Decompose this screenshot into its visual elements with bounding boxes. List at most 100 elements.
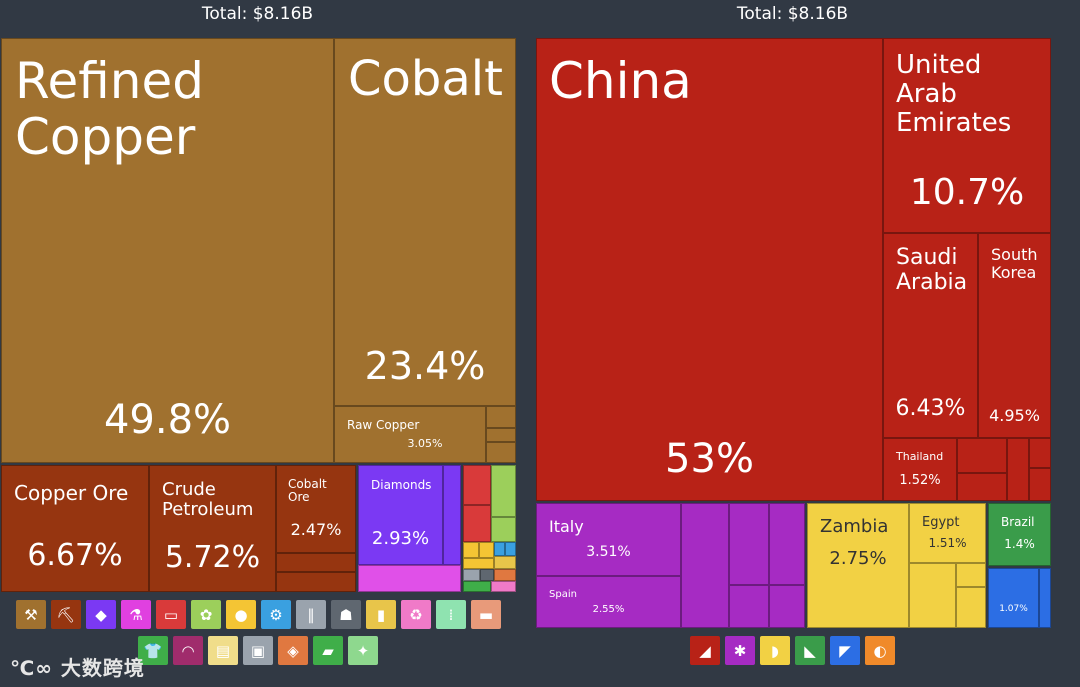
cell-pct: 10.7% [909, 172, 1025, 213]
cell-small-africa[interactable] [956, 563, 986, 587]
cell-refined-copper[interactable]: Refined Copper 49.8% [1, 38, 334, 463]
cell-name: Egypt [922, 515, 960, 530]
cell-small-metal[interactable] [486, 442, 516, 463]
cell-south-korea[interactable]: South Korea 4.95% [978, 233, 1051, 438]
cell-diamonds[interactable]: Diamonds 2.93% [358, 465, 443, 565]
cell-crude-petroleum[interactable]: Crude Petroleum 5.72% [149, 465, 276, 592]
africa-icon[interactable]: ◗ [760, 636, 790, 665]
gear-icon[interactable]: ⚙ [261, 600, 291, 629]
cell-zambia[interactable]: Zambia 2.75% [807, 503, 909, 628]
cell-name: Brazil [1001, 515, 1035, 529]
cell-small-mineral[interactable] [276, 572, 356, 592]
cell-small-other[interactable] [494, 556, 516, 569]
cell-brazil[interactable]: Brazil 1.4% [988, 503, 1051, 566]
cell-small-europe[interactable] [681, 503, 729, 628]
anvil-icon[interactable]: ⚒ [16, 600, 46, 629]
stones-icon[interactable]: ⁞ [436, 600, 466, 629]
cell-small-misc[interactable] [491, 581, 516, 592]
watermark-glyph-icon: ℃∞ [10, 656, 61, 680]
cell-name: China [549, 52, 692, 110]
cell-small-north-america[interactable] [1039, 568, 1051, 628]
cell-small-chemical[interactable] [358, 565, 461, 592]
pickaxe-icon[interactable]: ⛏ [51, 600, 81, 629]
flask-icon[interactable]: ⚗ [121, 600, 151, 629]
cell-small-asia[interactable] [957, 438, 1007, 473]
cell-pct: 2.47% [290, 520, 342, 539]
europe-icon[interactable]: ✱ [725, 636, 755, 665]
cell-small-europe[interactable] [729, 503, 769, 585]
left-total-label: Total: $8.16B [201, 4, 314, 24]
cell-name: Cobalt Ore [288, 477, 327, 505]
gauge-icon[interactable]: ◠ [173, 636, 203, 665]
asia-icon[interactable]: ◢ [690, 636, 720, 665]
cell-small-plastic[interactable] [463, 465, 491, 505]
ore-icon[interactable]: ◈ [278, 636, 308, 665]
wheat-icon[interactable]: ✿ [191, 600, 221, 629]
cell-name: Raw Copper [347, 418, 420, 432]
cell-italy[interactable]: Italy 3.51% [536, 503, 681, 576]
cell-small-vegetable[interactable] [491, 517, 516, 542]
cell-small-vegetable[interactable] [491, 465, 516, 517]
cell-small-asia[interactable] [957, 473, 1007, 501]
cell-small-stone[interactable] [494, 569, 516, 581]
cell-china[interactable]: China 53% [536, 38, 883, 501]
cell-small-plastic[interactable] [463, 505, 491, 542]
cell-small-asia[interactable] [1029, 468, 1051, 501]
cell-spain[interactable]: Spain 2.55% [536, 576, 681, 628]
cell-name: Cobalt [348, 51, 503, 107]
cell-small-mineral[interactable] [276, 553, 356, 572]
cell-small-textile[interactable] [463, 581, 491, 592]
cell-copper-ore[interactable]: Copper Ore 6.67% [1, 465, 149, 592]
cell-pct: 2.55% [592, 604, 625, 615]
cell-pct: 5.72% [164, 540, 261, 575]
cell-small-precious[interactable] [443, 465, 461, 565]
cell-small-foodstuff[interactable] [479, 542, 494, 558]
cell-small-instrument[interactable] [480, 569, 494, 581]
box-icon[interactable]: ▣ [243, 636, 273, 665]
cell-small-europe[interactable] [769, 503, 805, 585]
cell-small-asia[interactable] [1007, 438, 1029, 501]
animal-icon[interactable]: ▬ [471, 600, 501, 629]
cell-small-asia[interactable] [1029, 438, 1051, 468]
cell-small-machine[interactable] [494, 542, 505, 556]
cell-cobalt-ore[interactable]: Cobalt Ore 2.47% [276, 465, 356, 553]
easel-icon[interactable]: ☗ [331, 600, 361, 629]
south-america-icon[interactable]: ◣ [795, 636, 825, 665]
shoe-icon[interactable]: ▰ [313, 636, 343, 665]
cell-small-africa[interactable] [956, 587, 986, 628]
cell-egypt[interactable]: Egypt 1.51% [909, 503, 986, 563]
paper-icon[interactable]: ▤ [208, 636, 238, 665]
cell-name: Spain [549, 589, 577, 600]
cell-pct: 1.07% [999, 604, 1028, 614]
hide-icon[interactable]: ✦ [348, 636, 378, 665]
cell-name: Refined Copper [15, 52, 204, 166]
cell-thailand[interactable]: Thailand 1.52% [883, 438, 957, 501]
pipe-icon[interactable]: ▭ [156, 600, 186, 629]
cell-small-europe[interactable] [729, 585, 769, 628]
cell-pct: 6.43% [895, 396, 966, 421]
cell-small-foodstuff[interactable] [463, 558, 494, 569]
diamond-icon[interactable]: ◆ [86, 600, 116, 629]
cell-small-metal[interactable] [486, 428, 516, 442]
cell-small-europe[interactable] [769, 585, 805, 628]
cell-small-machine[interactable] [505, 542, 516, 556]
cell-name: Saudi Arabia [896, 245, 968, 295]
oceania-icon[interactable]: ◐ [865, 636, 895, 665]
cell-name: Thailand [896, 450, 944, 463]
north-america-icon[interactable]: ◤ [830, 636, 860, 665]
cell-small-foodstuff[interactable] [463, 542, 479, 558]
cell-uae[interactable]: United Arab Emirates 10.7% [883, 38, 1051, 233]
cell-cobalt[interactable]: Cobalt 23.4% [334, 38, 516, 406]
recycle-icon[interactable]: ♻ [401, 600, 431, 629]
cell-raw-copper[interactable]: Raw Copper 3.05% [334, 406, 486, 463]
shirt-icon[interactable]: 👕 [138, 636, 168, 665]
bottle-icon[interactable]: ▮ [366, 600, 396, 629]
cell-small-transport[interactable] [463, 569, 480, 581]
cell-small-africa[interactable] [909, 563, 956, 628]
cell-saudi-arabia[interactable]: Saudi Arabia 6.43% [883, 233, 978, 438]
cell-name: Zambia [820, 516, 889, 537]
cell-small-metal[interactable] [486, 406, 516, 428]
cell-north-america-main[interactable]: 1.07% [988, 568, 1039, 628]
orange-icon[interactable]: ● [226, 600, 256, 629]
road-icon[interactable]: ∥ [296, 600, 326, 629]
